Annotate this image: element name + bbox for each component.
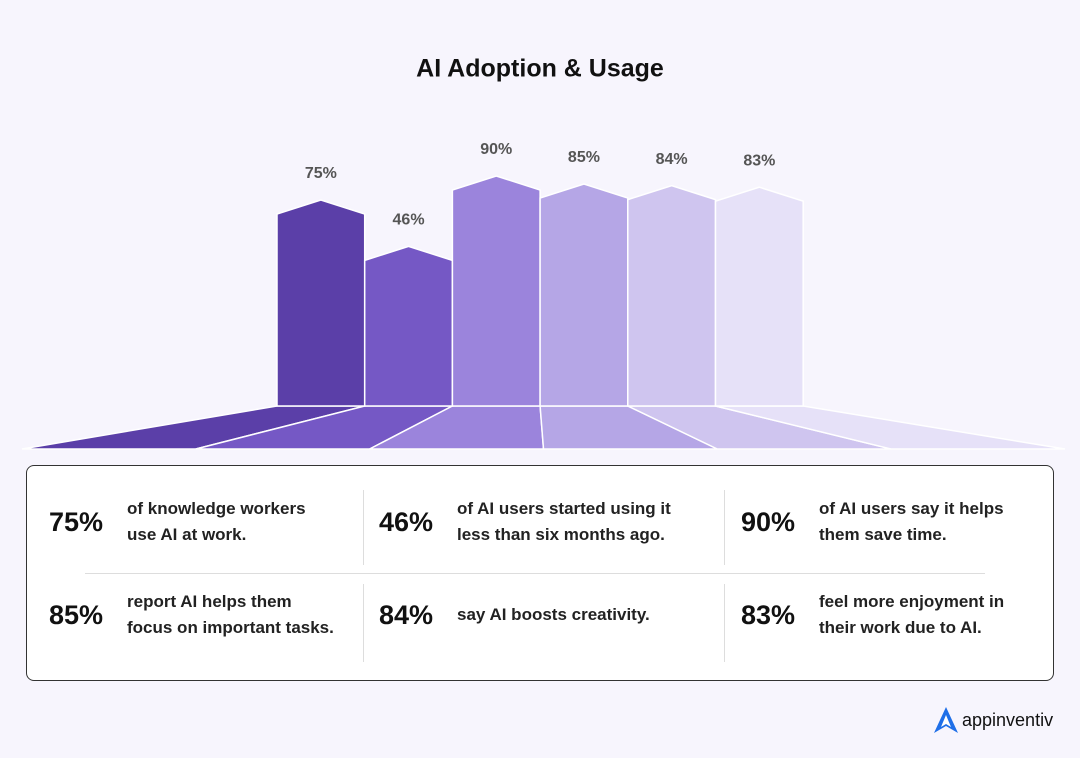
brand: appinventiv (933, 706, 1053, 734)
value-label: 85% (568, 149, 600, 166)
stat: 90% of AI users say it helps them save tim… (741, 494, 1004, 550)
stat-text: of knowledge workers use AI at work. (127, 496, 306, 548)
bar (539, 183, 629, 407)
stats-box: 75% of knowledge workers use AI at work. 46… (26, 465, 1054, 681)
stat-figure: 83% (741, 599, 796, 630)
stat-figure: 84% (379, 599, 434, 630)
value-label: 83% (743, 152, 775, 169)
stat-line: less than six months ago. (457, 525, 665, 544)
stat-line: feel more enjoyment in (819, 592, 1005, 611)
stat-line: say AI boosts creativity. (457, 605, 650, 624)
stat: 83% feel more enjoyment in their work due … (741, 587, 1004, 643)
stat-text: of AI users say it helps them save time. (819, 496, 1004, 548)
bar (363, 245, 454, 407)
bar (451, 175, 541, 407)
bar (627, 184, 717, 407)
brand-icon (934, 707, 958, 733)
value-label: 84% (656, 151, 688, 168)
stat-line: focus on important tasks. (127, 618, 334, 637)
value-label: 46% (393, 212, 425, 229)
stat-text: say AI boosts creativity. (457, 602, 650, 628)
stat: 75% of knowledge workers use AI at work. (49, 494, 306, 550)
stat-figure: 75% (49, 506, 104, 537)
stat: 84% say AI boosts creativity. (379, 587, 650, 643)
chart-title: AI Adoption & Usage (416, 55, 664, 83)
stat-text: report AI helps them focus on important t… (127, 589, 334, 641)
stat-text: of AI users started using it less than si… (457, 496, 671, 548)
stat-line: of AI users started using it (457, 499, 671, 518)
brand-name: appinventiv (962, 709, 1054, 730)
stat-line: report AI helps them (127, 592, 292, 611)
stat-figure: 90% (741, 506, 796, 537)
value-label: 90% (480, 141, 512, 158)
stat-line: of knowledge workers (127, 499, 306, 518)
bar (276, 199, 366, 407)
divider (724, 584, 725, 662)
stat-line: of AI users say it helps (819, 499, 1004, 518)
stat-text: feel more enjoyment in their work due to … (819, 589, 1004, 641)
stat-figure: 46% (379, 506, 434, 537)
divider (363, 584, 364, 662)
value-label: 75% (305, 165, 337, 182)
stat-line: use AI at work. (127, 525, 247, 544)
stat-figure: 85% (49, 599, 104, 630)
bar (714, 186, 804, 407)
stat-line: their work due to AI. (819, 618, 982, 637)
divider (85, 573, 985, 574)
stat-line: them save time. (819, 525, 947, 544)
divider (724, 490, 725, 565)
chart: AI Adoption & Usage 75% 46% 90% 85% 84% 83% (21, 55, 1066, 450)
stat: 85% report AI helps them focus on importan… (49, 587, 334, 643)
divider (363, 490, 364, 565)
stat: 46% of AI users started using it less than… (379, 494, 671, 550)
